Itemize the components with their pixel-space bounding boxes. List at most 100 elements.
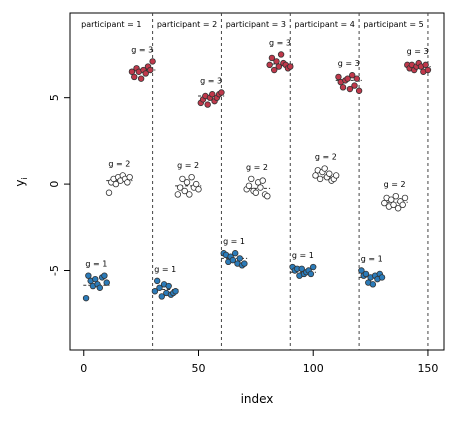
data-point [105, 189, 113, 196]
group-label: g = 1 [154, 265, 176, 274]
data-point [358, 267, 365, 274]
data-point [381, 199, 388, 207]
data-point [124, 179, 131, 186]
group-label: g = 2 [177, 161, 199, 170]
data-point [158, 293, 165, 300]
data-point [378, 274, 386, 281]
data-point [307, 270, 315, 278]
data-point [298, 265, 305, 272]
data-point [142, 70, 149, 77]
data-point [257, 184, 264, 191]
group-label: g = 1 [85, 260, 107, 269]
x-axis-title: index [241, 392, 274, 406]
panel-label: participant = 5 [363, 20, 423, 29]
data-point [362, 270, 370, 278]
group-labels: g = 1 g = 2 g = 3 g = 1 g = 2 g = 3 g = 1 g = 2… [85, 38, 428, 273]
data-point [204, 101, 211, 108]
data-point [264, 192, 271, 200]
group-label: g = 3 [338, 59, 360, 68]
data-point [335, 73, 342, 81]
data-point [156, 284, 163, 291]
group-label: g = 1 [292, 251, 314, 260]
data-point [82, 294, 90, 302]
data-point [92, 275, 99, 283]
group-label: g = 3 [407, 47, 429, 56]
data-point [326, 170, 333, 177]
data-point [236, 255, 243, 262]
data-point [390, 201, 397, 209]
data-point [149, 58, 156, 65]
data-point [112, 180, 120, 188]
data-point [332, 172, 340, 179]
x-axis: 0 50 100 150 [80, 350, 438, 375]
panel-label: participant = 2 [157, 20, 217, 29]
data-point [218, 89, 225, 96]
data-point [312, 172, 319, 179]
data-point [229, 256, 237, 264]
data-point [310, 263, 317, 271]
y-tick-label: 5 [48, 94, 61, 101]
data-point [394, 205, 402, 212]
data-point [248, 175, 255, 183]
group-label: g = 3 [269, 38, 291, 47]
data-point [232, 250, 239, 257]
x-tick-label: 150 [417, 362, 438, 375]
data-point [422, 61, 429, 69]
data-point [316, 175, 324, 183]
panel-label: participant = 4 [295, 20, 355, 29]
data-point [273, 58, 280, 65]
data-point [195, 186, 202, 193]
data-point [268, 54, 276, 62]
group-label: g = 2 [384, 180, 406, 189]
group-label: g = 1 [361, 255, 383, 264]
data-point [192, 180, 200, 188]
data-point [271, 66, 278, 74]
panel-labels: participant = 1 participant = 2 participan… [81, 20, 424, 29]
data-point [344, 75, 351, 82]
data-point [321, 165, 328, 172]
data-point [103, 279, 110, 286]
group-label: g = 2 [315, 153, 337, 162]
data-point [85, 272, 92, 279]
data-point [96, 284, 104, 291]
data-point [174, 191, 182, 198]
y-axis: -5 0 5 [48, 94, 70, 276]
group-label: g = 2 [246, 163, 268, 172]
data-point [245, 182, 253, 190]
data-point [172, 288, 179, 295]
data-point [147, 66, 154, 74]
data-point [266, 61, 273, 69]
data-point [252, 189, 260, 196]
data-point [388, 196, 395, 203]
data-point [346, 85, 354, 93]
data-point [126, 173, 133, 181]
data-point [424, 66, 432, 74]
group-label: g = 1 [223, 237, 245, 246]
data-point [101, 272, 108, 279]
data-point [399, 201, 406, 209]
y-tick-label: -5 [48, 265, 61, 276]
data-point [131, 73, 138, 81]
y-axis-title: yi [13, 177, 29, 186]
group-label: g = 2 [108, 159, 130, 168]
data-point [181, 187, 188, 195]
panel-label: participant = 1 [81, 20, 141, 29]
data-points [82, 51, 432, 302]
data-point [128, 68, 136, 75]
data-point [401, 194, 409, 202]
x-tick-label: 50 [191, 362, 205, 375]
data-point [176, 184, 184, 191]
data-point [353, 75, 361, 82]
data-point [183, 179, 191, 186]
data-point [275, 63, 282, 70]
y-axis-title-main: y [13, 180, 27, 187]
data-point [151, 288, 159, 295]
data-point [188, 173, 195, 181]
y-axis-title-subscript: i [20, 177, 29, 179]
data-point [259, 177, 266, 184]
x-tick-label: 0 [80, 362, 87, 375]
data-point [369, 281, 377, 288]
data-point [355, 87, 363, 94]
data-point [339, 84, 347, 91]
panel-label: participant = 3 [226, 20, 286, 29]
